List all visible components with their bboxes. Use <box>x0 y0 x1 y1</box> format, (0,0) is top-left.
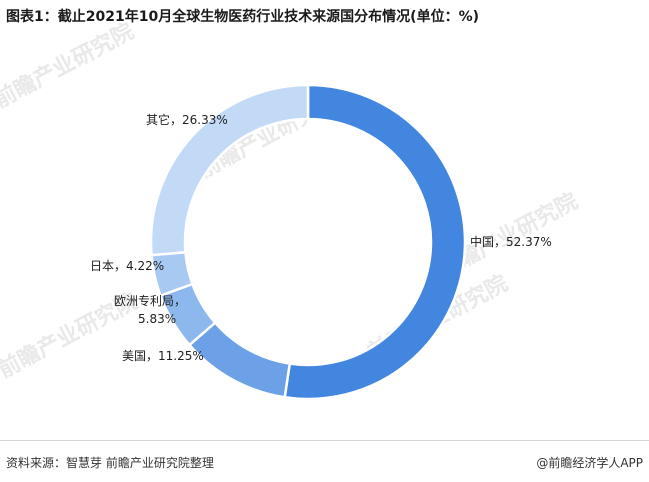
brand-credit: @前瞻经济学人APP <box>536 454 643 471</box>
donut-slice-0 <box>283 83 467 401</box>
source-note: 资料来源：智慧芽 前瞻产业研究院整理 <box>6 456 214 470</box>
donut-slice-1 <box>187 320 292 399</box>
footer-divider <box>0 440 649 441</box>
chart-title: 图表1：截止2021年10月全球生物医药行业技术来源国分布情况(单位：%) <box>6 9 480 25</box>
donut-slice-4 <box>149 83 310 257</box>
slice-label-2: 欧洲专利局， 5.83% <box>114 293 186 326</box>
brand-credit-text: @前瞻经济学人APP <box>536 456 643 470</box>
slice-label-1: 美国，11.25% <box>122 349 204 363</box>
donut-chart: 中国，52.37% 美国，11.25% 欧洲专利局， 5.83% 日本，4.22% 其它，… <box>90 83 552 401</box>
slice-label-4: 其它，26.33% <box>146 112 228 127</box>
slice-label-0: 中国，52.37% <box>470 234 552 249</box>
slice-label-3: 日本，4.22% <box>90 259 164 273</box>
